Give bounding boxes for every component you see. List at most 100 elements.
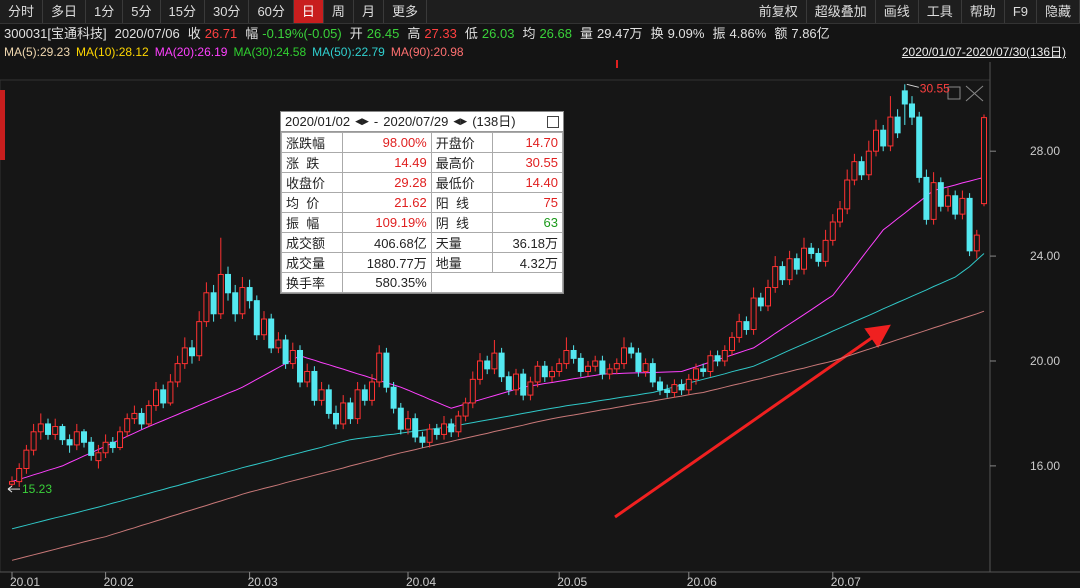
y-tick-label: 20.00: [1030, 354, 1060, 368]
stats-value: 75: [492, 192, 563, 213]
candle-body: [181, 347, 188, 365]
ma-legend-item: MA(30):24.58: [233, 45, 307, 59]
candle-body: [822, 239, 829, 262]
candle-body: [239, 287, 246, 315]
tool-button[interactable]: 工具: [919, 0, 962, 23]
candle-body: [433, 428, 440, 435]
close-box[interactable]: [547, 116, 559, 128]
stats-value: 36.18万: [492, 232, 563, 253]
candle-body: [59, 426, 66, 441]
candle-body: [815, 252, 822, 262]
toolbar: 分时 多日 1分 5分 15分 30分 60分日周月更多 前复权 超级叠加 画线 工具 帮助 F9 隐藏: [0, 0, 1080, 24]
candle-body: [196, 321, 203, 357]
period-tab[interactable]: 周: [324, 0, 354, 23]
candle-body: [66, 439, 73, 446]
candle-body: [167, 381, 174, 404]
stats-value: 14.40: [492, 172, 563, 193]
period-tab[interactable]: 更多: [384, 0, 427, 23]
candle-body: [491, 352, 498, 370]
high-pointer: [906, 83, 919, 88]
x-tick-label: 20.07: [831, 575, 861, 588]
candle-body: [174, 363, 181, 383]
candle-body: [73, 431, 80, 446]
side-marker: [0, 90, 5, 160]
quote-value: 26.71: [204, 26, 238, 41]
candle-body: [268, 318, 275, 349]
range-label[interactable]: 2020/01/07-2020/07/30(136日): [901, 45, 1066, 59]
close-icon[interactable]: [965, 85, 984, 102]
y-tick-label: 16.00: [1030, 459, 1060, 473]
candle-body: [585, 365, 591, 372]
stats-label: 涨跌幅: [280, 132, 344, 153]
candle-body: [959, 197, 966, 215]
candle-body: [649, 363, 656, 383]
tool-button[interactable]: 帮助: [962, 0, 1005, 23]
candle-body: [973, 234, 980, 252]
candle-body: [419, 436, 426, 443]
candle-body: [945, 195, 951, 207]
candle-body: [304, 370, 311, 383]
candle-body: [253, 300, 260, 336]
period-tab[interactable]: 月: [354, 0, 384, 23]
tool-button[interactable]: 前复权: [751, 0, 807, 23]
candle-body: [621, 347, 627, 365]
candle-body: [88, 441, 95, 456]
stats-label: 最低价: [430, 172, 494, 193]
candle-body: [937, 182, 944, 207]
maximize-icon[interactable]: [947, 86, 961, 100]
period-tab[interactable]: 60分: [249, 0, 294, 23]
candle-body: [484, 360, 491, 370]
candle-body: [865, 150, 872, 176]
candle-body: [851, 161, 858, 181]
start-date[interactable]: 2020/01/02: [285, 114, 351, 129]
candle-body: [966, 197, 973, 252]
candle-body: [390, 386, 397, 409]
candle-body: [16, 468, 23, 483]
candle-body: [685, 378, 692, 391]
candle-body: [880, 129, 887, 147]
candle-body: [145, 405, 152, 425]
candle-body: [124, 418, 131, 433]
stats-empty: [430, 272, 564, 293]
ma-legend-item: MA(10):28.12: [76, 45, 149, 59]
candle-body: [721, 349, 728, 362]
candle-body: [844, 179, 851, 210]
candle-body: [325, 389, 332, 414]
candle-body: [441, 423, 447, 435]
quote-item: 换 9.09%: [651, 24, 705, 43]
quote-label: 均: [522, 26, 536, 41]
stats-label: 阳 线: [430, 192, 494, 213]
stats-value: 63: [492, 212, 563, 233]
end-date[interactable]: 2020/07/29: [383, 114, 449, 129]
quote-item: 高 27.33: [407, 24, 457, 43]
period-tab[interactable]: 多日: [43, 0, 87, 23]
stats-value: 29.28: [342, 172, 432, 193]
period-tab[interactable]: 日: [293, 0, 324, 23]
ma-legend-item: MA(90):20.98: [390, 45, 464, 59]
quote-label: 换: [650, 26, 664, 41]
ma-line: [11, 310, 985, 561]
period-tab[interactable]: 30分: [205, 0, 250, 23]
candle-body: [203, 292, 210, 323]
tool-button[interactable]: F9: [1005, 0, 1037, 23]
tool-button[interactable]: 超级叠加: [807, 0, 876, 23]
candle-body: [498, 352, 505, 378]
x-tick-label: 20.04: [406, 575, 436, 588]
ma-legend-item: MA(50):22.79: [312, 45, 385, 59]
period-tab[interactable]: 1分: [86, 0, 124, 23]
candle-body: [246, 287, 253, 302]
period-tab[interactable]: 分时: [0, 0, 44, 23]
stats-label: 均 价: [280, 192, 344, 213]
stats-label: 涨 跌: [280, 152, 344, 173]
candle-body: [736, 321, 743, 338]
y-tick-label: 24.00: [1030, 249, 1060, 263]
candle-body: [455, 415, 462, 433]
tool-button[interactable]: 画线: [876, 0, 919, 23]
period-tab[interactable]: 5分: [123, 0, 161, 23]
candle-body: [779, 266, 786, 281]
candle-body: [405, 418, 411, 430]
period-tab[interactable]: 15分: [161, 0, 205, 23]
tool-button[interactable]: 隐藏: [1037, 0, 1080, 23]
